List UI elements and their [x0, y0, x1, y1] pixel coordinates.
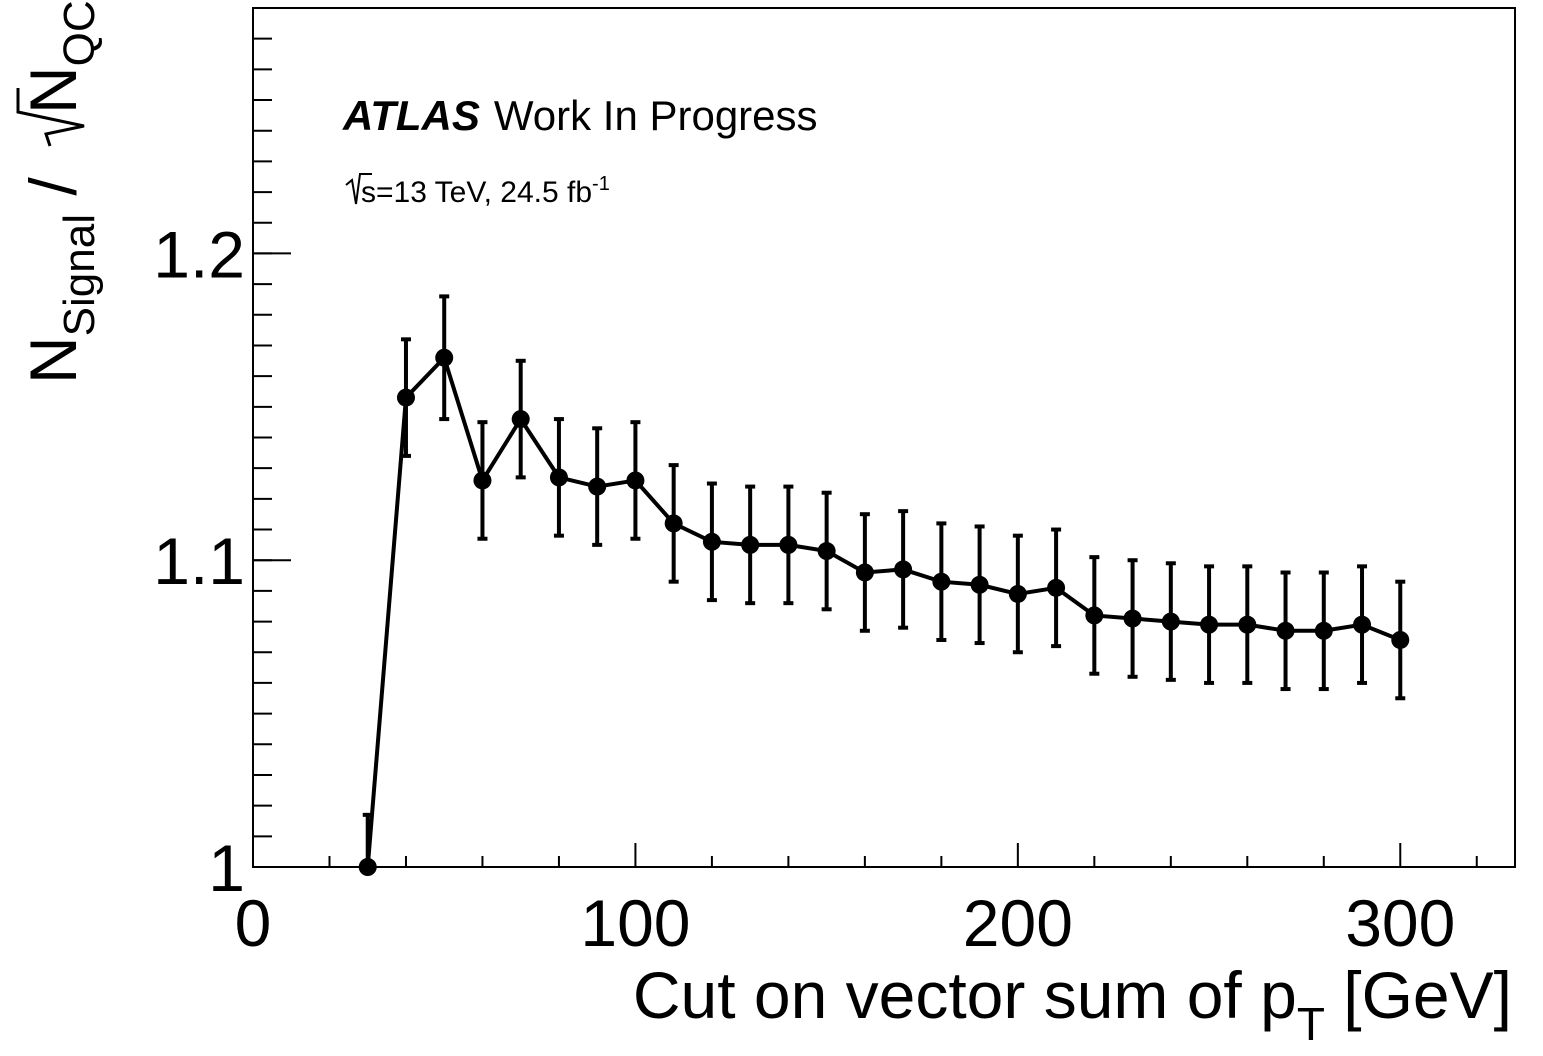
data-point [664, 514, 683, 533]
data-point [741, 535, 760, 554]
data-point [1008, 584, 1027, 603]
data-point [1353, 615, 1372, 634]
data-point [1200, 615, 1219, 634]
data-point [779, 535, 798, 554]
x-tick-label: 200 [963, 886, 1073, 960]
data-point [435, 348, 454, 367]
data-point [894, 560, 913, 579]
data-point [970, 575, 989, 594]
data-point [1391, 630, 1410, 649]
x-minor-ticks [328, 856, 1478, 867]
data-point [1276, 621, 1295, 640]
x-tick-labels: 0 100 200 300 [235, 886, 1456, 960]
svg-text:s=13 TeV, 24.5 fb-1: s=13 TeV, 24.5 fb-1 [361, 173, 610, 209]
data-point [1161, 612, 1180, 631]
y-minor-ticks [253, 37, 272, 838]
data-point [1314, 621, 1333, 640]
x-tick-label: 0 [235, 886, 272, 960]
x-axis-label-sub: T [1297, 998, 1325, 1050]
series-line [365, 353, 1402, 868]
sqrt-s: s [361, 176, 376, 209]
atlas-status: Work In Progress [494, 92, 818, 139]
atlas-label: ATLAS Work In Progress [342, 92, 818, 139]
data-point [1047, 578, 1066, 597]
lumi-exponent: -1 [592, 173, 610, 195]
x-axis-label: Cut on vector sum of pT [GeV] [633, 958, 1512, 1050]
x-tick-label: 100 [580, 886, 690, 960]
data-point [511, 410, 530, 429]
energy-label: s=13 TeV, 24.5 fb-1 [345, 173, 610, 209]
data-point [1123, 609, 1142, 628]
data-point [817, 542, 836, 561]
x-axis-label-unit: [GeV] [1325, 958, 1512, 1032]
data-point [702, 532, 721, 551]
y-axis-label-n2: N [16, 66, 90, 114]
y-axis-label-slash: / [16, 177, 90, 214]
data-point [396, 388, 415, 407]
error-bars [362, 294, 1406, 869]
atlas-word: ATLAS [342, 92, 480, 139]
data-point [588, 477, 607, 496]
y-axis-sqrt-icon [16, 88, 85, 147]
data-point [932, 572, 951, 591]
svg-text:NQCD: NQCD [16, 0, 104, 114]
data-point [1085, 606, 1104, 625]
data-point [358, 858, 377, 876]
y-axis-label-sub2: QCD [55, 0, 104, 66]
data-point [855, 563, 874, 582]
x-major-ticks [252, 843, 1402, 867]
x-axis-label-main: Cut on vector sum of p [633, 958, 1297, 1032]
x-tick-label: 300 [1345, 886, 1455, 960]
data-markers [358, 348, 1410, 876]
y-tick-label: 1 [208, 831, 245, 905]
y-tick-label: 1.1 [153, 524, 245, 598]
y-tick-labels: 1 1.1 1.2 [153, 217, 245, 905]
svg-text:NSignal /: NSignal / [16, 177, 104, 384]
y-major-ticks [253, 252, 291, 868]
data-point [626, 471, 645, 490]
data-point [1238, 615, 1257, 634]
y-axis-label-n1: N [16, 336, 90, 384]
data-point [549, 468, 568, 487]
y-axis-label: NSignal / NQCD [16, 0, 104, 384]
y-axis-label-sub1: Signal [55, 214, 104, 336]
y-tick-label: 1.2 [153, 217, 245, 291]
energy-lumi: =13 TeV, 24.5 fb [376, 176, 592, 209]
data-point [473, 471, 492, 490]
sqrt-symbol-icon [345, 173, 372, 205]
